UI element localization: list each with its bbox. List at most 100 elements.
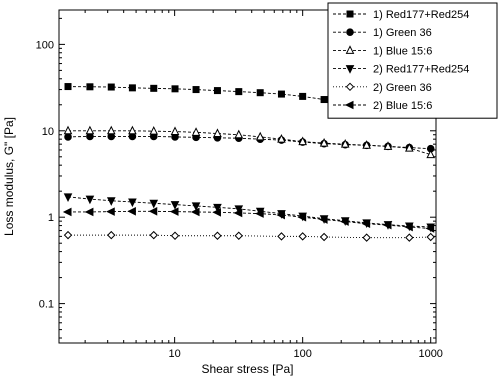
data-point (340, 217, 349, 226)
legend-box (327, 2, 498, 119)
data-point (425, 224, 435, 233)
data-point (383, 141, 393, 150)
data-point (319, 138, 329, 147)
legend-marker (344, 100, 354, 110)
legend-item: 1) Green 36 (333, 27, 432, 39)
series-5 (63, 230, 435, 242)
data-point (64, 83, 72, 91)
data-point (213, 128, 222, 138)
data-point (361, 219, 371, 229)
data-point (191, 127, 201, 136)
data-point (127, 206, 136, 216)
data-point (234, 205, 244, 214)
y-tick-label: 1 (48, 212, 54, 224)
data-point (277, 90, 285, 98)
data-point (212, 207, 221, 217)
data-point (149, 199, 159, 209)
data-point (362, 140, 371, 149)
data-point (299, 92, 307, 100)
data-point (106, 125, 116, 135)
legend-marker (345, 82, 355, 92)
data-point (85, 125, 95, 135)
axes: 10 100 1000 0.1 1 10 100 (36, 10, 443, 360)
legend-marker (346, 28, 354, 37)
data-point (319, 232, 329, 242)
data-point (277, 134, 286, 143)
data-point (190, 207, 200, 217)
legend-item: 1) Blue 15:6 (333, 45, 432, 57)
data-point (298, 136, 307, 146)
plot-frame (58, 9, 437, 344)
y-tick-label: 100 (36, 39, 54, 51)
data-point (63, 125, 73, 135)
legend-label: 1) Red177+Red254 (373, 9, 469, 21)
data-point (405, 233, 414, 242)
series-line (68, 86, 431, 116)
data-point (213, 231, 222, 240)
data-point (170, 231, 180, 240)
data-point (256, 89, 264, 97)
data-point (149, 126, 159, 135)
data-point (107, 230, 116, 240)
data-point (235, 88, 243, 96)
data-point (169, 207, 179, 216)
data-point (192, 86, 200, 94)
series-line (67, 196, 431, 228)
legend-label: 2) Red177+Red254 (373, 64, 469, 76)
legend-label: 2) Green 36 (373, 82, 432, 94)
data-point (85, 195, 95, 205)
data-point (234, 231, 243, 240)
series-line (68, 136, 431, 150)
x-tick-label: 1000 (418, 348, 442, 360)
legend-item: 2) Red177+Red254 (333, 64, 469, 76)
legend-label: 1) Blue 15:6 (373, 45, 432, 57)
data-point (426, 149, 436, 159)
legend-marker (345, 45, 355, 54)
y-tick-label: 0.1 (39, 299, 54, 311)
data-point (150, 84, 158, 92)
legend-label: 2) Blue 15:6 (373, 100, 432, 112)
data-point (149, 230, 158, 240)
data-point (106, 197, 116, 206)
data-point (62, 207, 72, 217)
data-point (84, 207, 94, 217)
y-tick-label: 10 (42, 126, 54, 138)
plot-area (58, 9, 437, 344)
data-point (318, 215, 328, 224)
legend-marker (345, 65, 355, 74)
data-point (405, 143, 414, 152)
data-point (106, 207, 115, 216)
data-point (128, 84, 136, 92)
series-line (68, 234, 431, 239)
data-point (277, 232, 286, 241)
data-point (64, 133, 72, 141)
data-point (63, 230, 73, 240)
data-point (107, 83, 115, 91)
series-4 (63, 193, 436, 233)
data-point (255, 209, 264, 218)
data-point (191, 202, 201, 212)
data-point (255, 131, 265, 141)
data-point (63, 193, 73, 202)
data-point (86, 83, 94, 91)
legend-label: 1) Green 36 (373, 27, 432, 39)
series-line (68, 130, 431, 156)
data-point (233, 208, 243, 218)
series-3 (63, 125, 436, 159)
data-point (340, 139, 350, 148)
data-point (362, 233, 371, 242)
data-point (148, 206, 158, 216)
data-point (213, 87, 221, 95)
series-6 (62, 206, 435, 233)
legend-item: 2) Green 36 (333, 82, 432, 94)
data-point (128, 125, 137, 135)
data-point (170, 126, 180, 136)
data-point (382, 220, 392, 230)
series-line (68, 210, 431, 229)
data-point (426, 232, 435, 242)
legend-item: 1) Red177+Red254 (333, 9, 469, 21)
x-tick-label: 10 (169, 348, 181, 360)
data-point (170, 201, 180, 210)
legend-marker (346, 10, 354, 18)
